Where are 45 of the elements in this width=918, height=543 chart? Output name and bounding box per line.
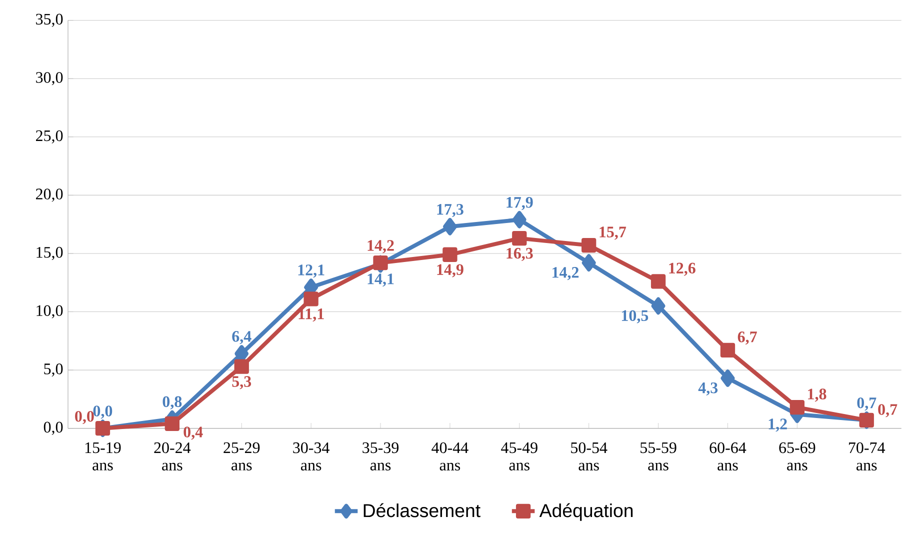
- data-label: 12,1: [298, 264, 324, 278]
- data-label: 0,7: [878, 404, 898, 418]
- data-label: 17,9: [506, 196, 533, 210]
- data-label: 15,7: [600, 226, 626, 240]
- x-tick-label: 70-74 ans: [849, 442, 886, 470]
- data-label: 14,9: [437, 264, 464, 278]
- x-tick-label: 35-39 ans: [362, 442, 399, 470]
- data-label: 14,1: [368, 274, 394, 287]
- y-tick-label: 35,0: [36, 14, 63, 27]
- data-label: 5,3: [232, 376, 252, 390]
- x-tick-label: 45-49 ans: [501, 442, 538, 470]
- legend-label: Déclassement: [364, 503, 480, 518]
- x-tick-label: 30-34 ans: [293, 442, 330, 470]
- x-tick-label: 50-54 ans: [571, 442, 608, 470]
- data-label: 16,3: [506, 248, 533, 261]
- x-tick-label: 15-19 ans: [85, 442, 121, 470]
- data-label: 12,6: [669, 262, 696, 276]
- data-label: 14,2: [552, 267, 579, 280]
- y-tick-label: 5,0: [44, 363, 63, 377]
- data-label: 17,3: [437, 204, 464, 218]
- x-tick-label: 60-64 ans: [710, 442, 746, 470]
- x-tick-label: 55-59 ans: [640, 442, 676, 470]
- y-tick-label: 25,0: [36, 130, 63, 144]
- data-label: 0,0: [75, 410, 94, 424]
- data-label: 0,7: [857, 397, 876, 411]
- data-label: 4,3: [698, 382, 718, 396]
- y-tick-label: 20,0: [36, 188, 63, 202]
- data-label: 6,4: [232, 331, 252, 344]
- data-label: 0,8: [162, 396, 182, 410]
- legend-label: Adéquation: [539, 503, 633, 521]
- x-tick-label: 65-69 ans: [779, 442, 816, 470]
- data-label: 0,0: [93, 406, 112, 419]
- x-tick-label: 20-24 ans: [154, 442, 191, 470]
- y-tick-label: 10,0: [36, 305, 63, 318]
- data-label: 14,2: [368, 240, 394, 254]
- data-label: 1,8: [808, 388, 826, 402]
- y-tick-label: 0,0: [44, 422, 63, 435]
- data-label: 1,2: [768, 418, 787, 432]
- data-label: 10,5: [622, 310, 648, 324]
- data-label: 0,4: [184, 426, 203, 440]
- y-tick-label: 30,0: [36, 72, 63, 86]
- data-label: 6,7: [738, 332, 757, 345]
- x-tick-label: 25-29 ans: [224, 442, 260, 470]
- y-tick-label: 15,0: [36, 246, 63, 260]
- x-tick-label: 40-44 ans: [432, 442, 468, 470]
